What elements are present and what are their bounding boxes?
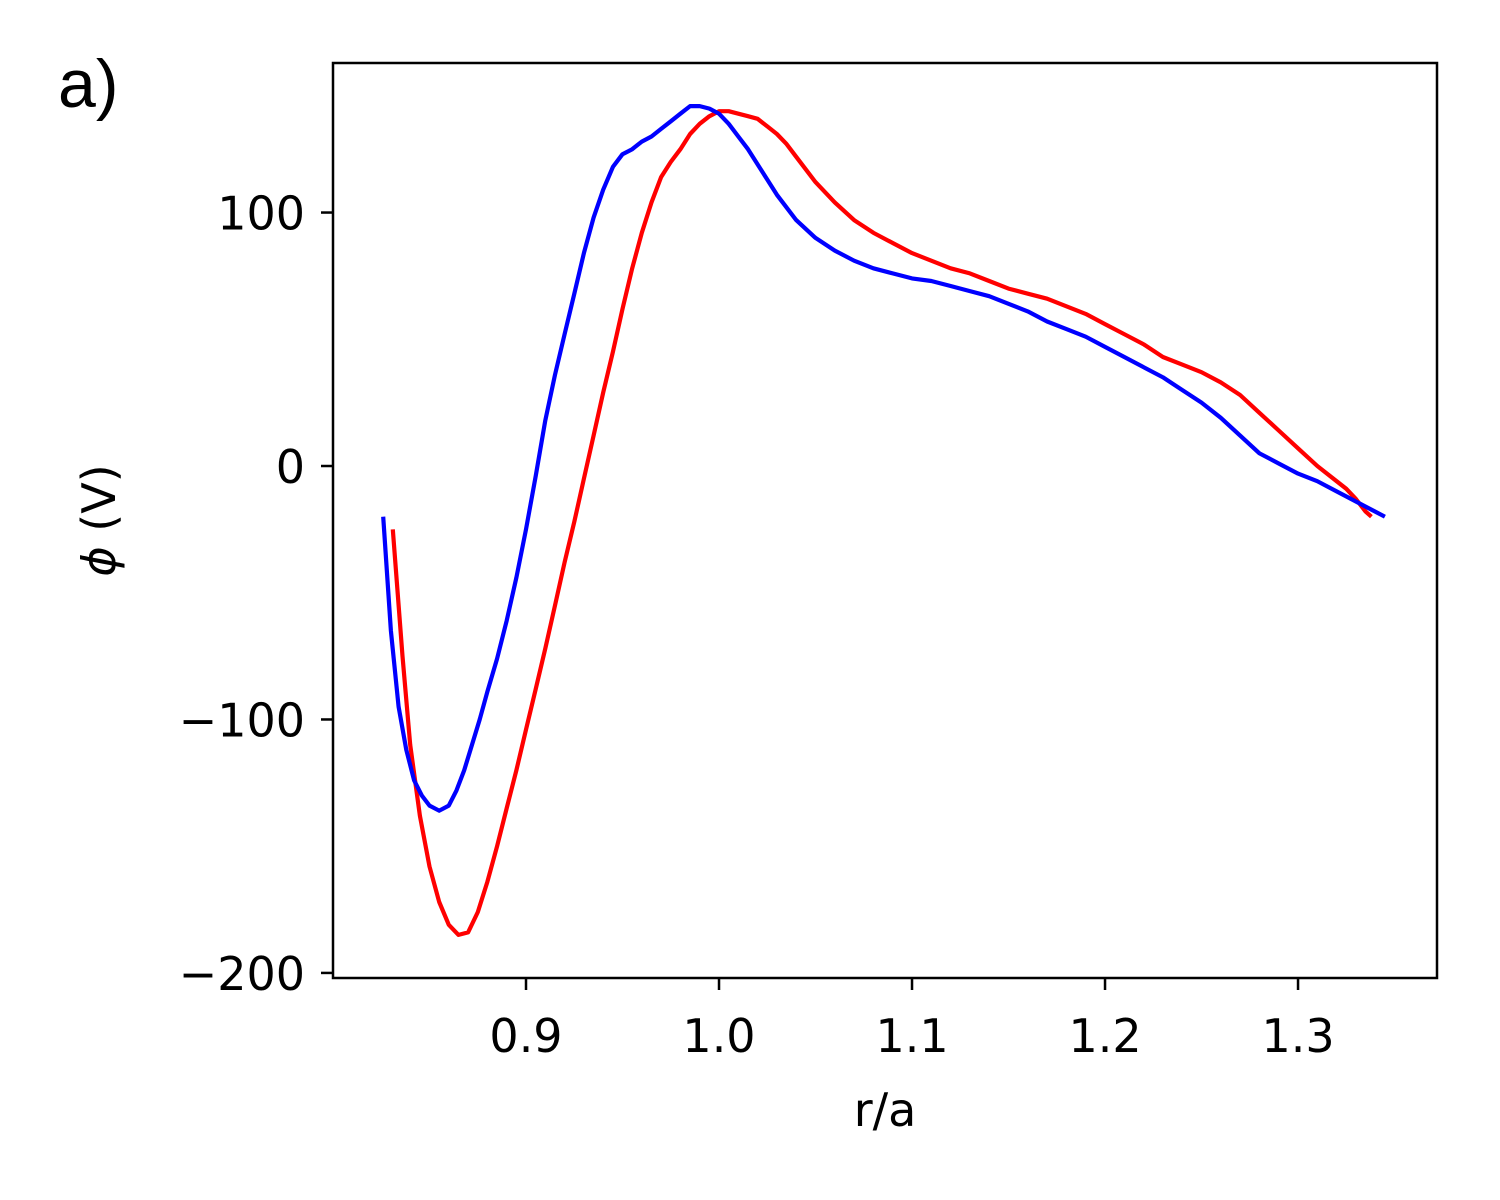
x-axis-title: r/a [854, 1083, 917, 1137]
x-tick-label: 1.1 [875, 1009, 948, 1063]
series-line-1 [390, 109, 1373, 938]
y-axis-symbol: ϕ [72, 546, 126, 576]
y-axis-title: ϕ (V) [72, 464, 126, 576]
series-layer [381, 103, 1386, 938]
y-axis: −200 −100 0 100 [179, 187, 333, 1001]
y-tick-label: −200 [179, 947, 305, 1001]
series-line-2 [381, 103, 1386, 813]
x-axis: 0.9 1.0 1.1 1.2 1.3 [489, 978, 1335, 1063]
y-tick-label: 100 [217, 187, 305, 241]
x-tick-label: 1.0 [682, 1009, 755, 1063]
x-tick-label: 1.3 [1261, 1009, 1334, 1063]
y-tick-label: 0 [276, 440, 305, 494]
x-tick-label: 1.2 [1068, 1009, 1141, 1063]
plot-frame [331, 61, 1439, 980]
y-axis-unit: (V) [72, 464, 126, 546]
panel-label: a) [58, 46, 119, 122]
y-tick-label: −100 [179, 693, 305, 747]
x-tick-label: 0.9 [489, 1009, 562, 1063]
